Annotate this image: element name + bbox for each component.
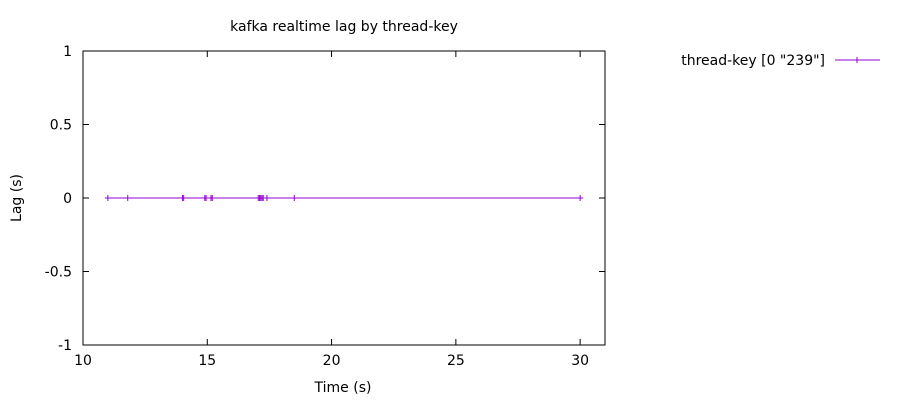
y-tick-label: 0 [63,191,72,207]
chart-title: kafka realtime lag by thread-key [230,19,458,35]
y-tick-label: 1 [63,44,72,60]
legend: thread-key [0 "239"] [681,53,880,69]
x-tick-label: 20 [323,353,341,369]
data-point [104,195,111,201]
x-axis-ticks: 10 15 20 25 30 [74,51,589,369]
x-axis-label: Time (s) [314,380,372,396]
y-tick-label: -1 [58,338,72,354]
legend-label: thread-key [0 "239"] [681,53,825,69]
x-tick-label: 25 [447,353,465,369]
x-tick-label: 10 [74,353,92,369]
series-layer [104,195,584,201]
y-tick-label: 0.5 [50,118,72,134]
data-point [291,195,298,201]
data-point [124,195,131,201]
x-tick-label: 15 [198,353,216,369]
data-point [180,195,187,201]
data-point [263,195,270,201]
y-tick-label: -0.5 [45,265,72,281]
data-point [209,195,216,201]
legend-marker [854,57,860,63]
y-axis-ticks: 1 0.5 0 -0.5 -1 [45,44,605,354]
y-axis-label: Lag (s) [9,174,25,222]
data-point [577,195,584,201]
x-tick-label: 30 [571,353,589,369]
